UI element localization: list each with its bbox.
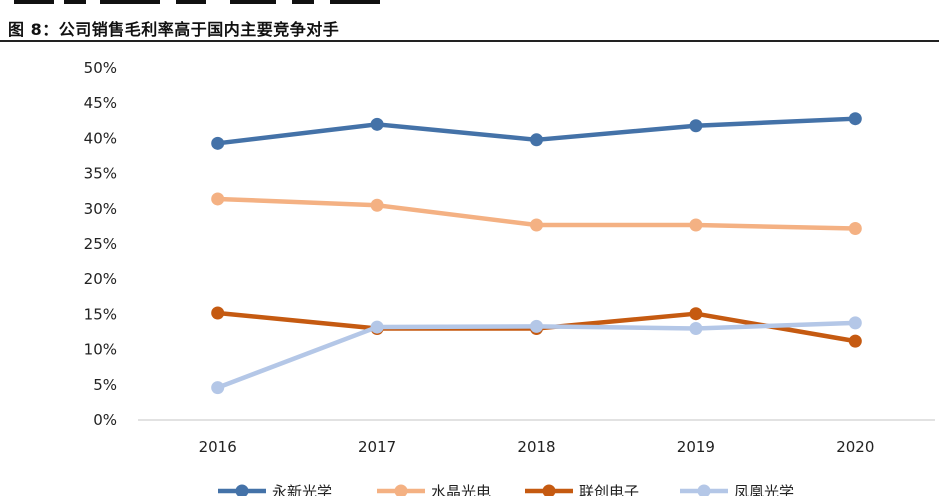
series-1 <box>211 112 862 150</box>
x-tick-label: 2017 <box>358 438 396 456</box>
legend-label: 联创电子 <box>579 483 639 496</box>
legend-item: 水晶光电 <box>377 483 491 496</box>
data-point <box>211 136 225 150</box>
data-point <box>211 192 225 206</box>
data-point <box>848 316 862 330</box>
data-point <box>370 117 384 131</box>
y-axis: 0% 5% 10% 15% 20% 25% 30% 35% 40% 45% 50% <box>84 59 117 429</box>
legend-item: 凤凰光学 <box>680 483 794 496</box>
legend-label: 永新光学 <box>272 483 332 496</box>
legend-item: 联创电子 <box>525 483 639 496</box>
title-rule <box>0 40 939 42</box>
y-tick-label: 35% <box>84 165 117 183</box>
y-tick-label: 40% <box>84 129 117 147</box>
figure-title: 图 8：公司销售毛利率高于国内主要竞争对手 <box>8 20 340 39</box>
data-point <box>211 306 225 320</box>
cropped-header-text <box>0 0 939 6</box>
y-tick-label: 30% <box>84 200 117 218</box>
data-point <box>689 321 703 335</box>
legend-swatch-marker <box>542 484 556 496</box>
data-point <box>370 198 384 212</box>
data-point <box>848 334 862 348</box>
y-tick-label: 25% <box>84 235 117 253</box>
data-point <box>530 218 543 232</box>
x-tick-label: 2018 <box>517 438 555 456</box>
x-tick-label: 2020 <box>836 438 874 456</box>
x-axis: 2016 2017 2018 2019 2020 <box>199 438 875 456</box>
data-point <box>211 381 225 395</box>
y-tick-label: 20% <box>84 270 117 288</box>
data-point <box>530 133 543 147</box>
y-tick-label: 0% <box>93 411 117 429</box>
legend-swatch-marker <box>235 484 249 496</box>
data-point <box>689 218 703 232</box>
y-tick-label: 5% <box>93 376 117 394</box>
y-tick-label: 45% <box>84 94 117 112</box>
data-point <box>689 307 703 321</box>
y-tick-label: 15% <box>84 305 117 323</box>
series-4 <box>211 316 862 395</box>
y-tick-label: 10% <box>84 341 117 359</box>
legend-swatch-marker <box>697 484 711 496</box>
legend-label: 凤凰光学 <box>734 483 794 496</box>
data-point <box>530 319 543 333</box>
y-tick-label: 50% <box>84 59 117 77</box>
data-point <box>370 320 384 334</box>
x-tick-label: 2016 <box>199 438 237 456</box>
data-point <box>848 112 862 126</box>
legend-label: 水晶光电 <box>431 483 491 496</box>
legend-swatch-marker <box>394 484 408 496</box>
data-point <box>689 119 703 133</box>
data-point <box>848 222 862 236</box>
x-tick-label: 2019 <box>677 438 715 456</box>
legend: 永新光学 水晶光电 联创电子 凤凰光学 <box>218 483 794 496</box>
legend-item: 永新光学 <box>218 483 332 496</box>
series-2 <box>211 192 862 236</box>
